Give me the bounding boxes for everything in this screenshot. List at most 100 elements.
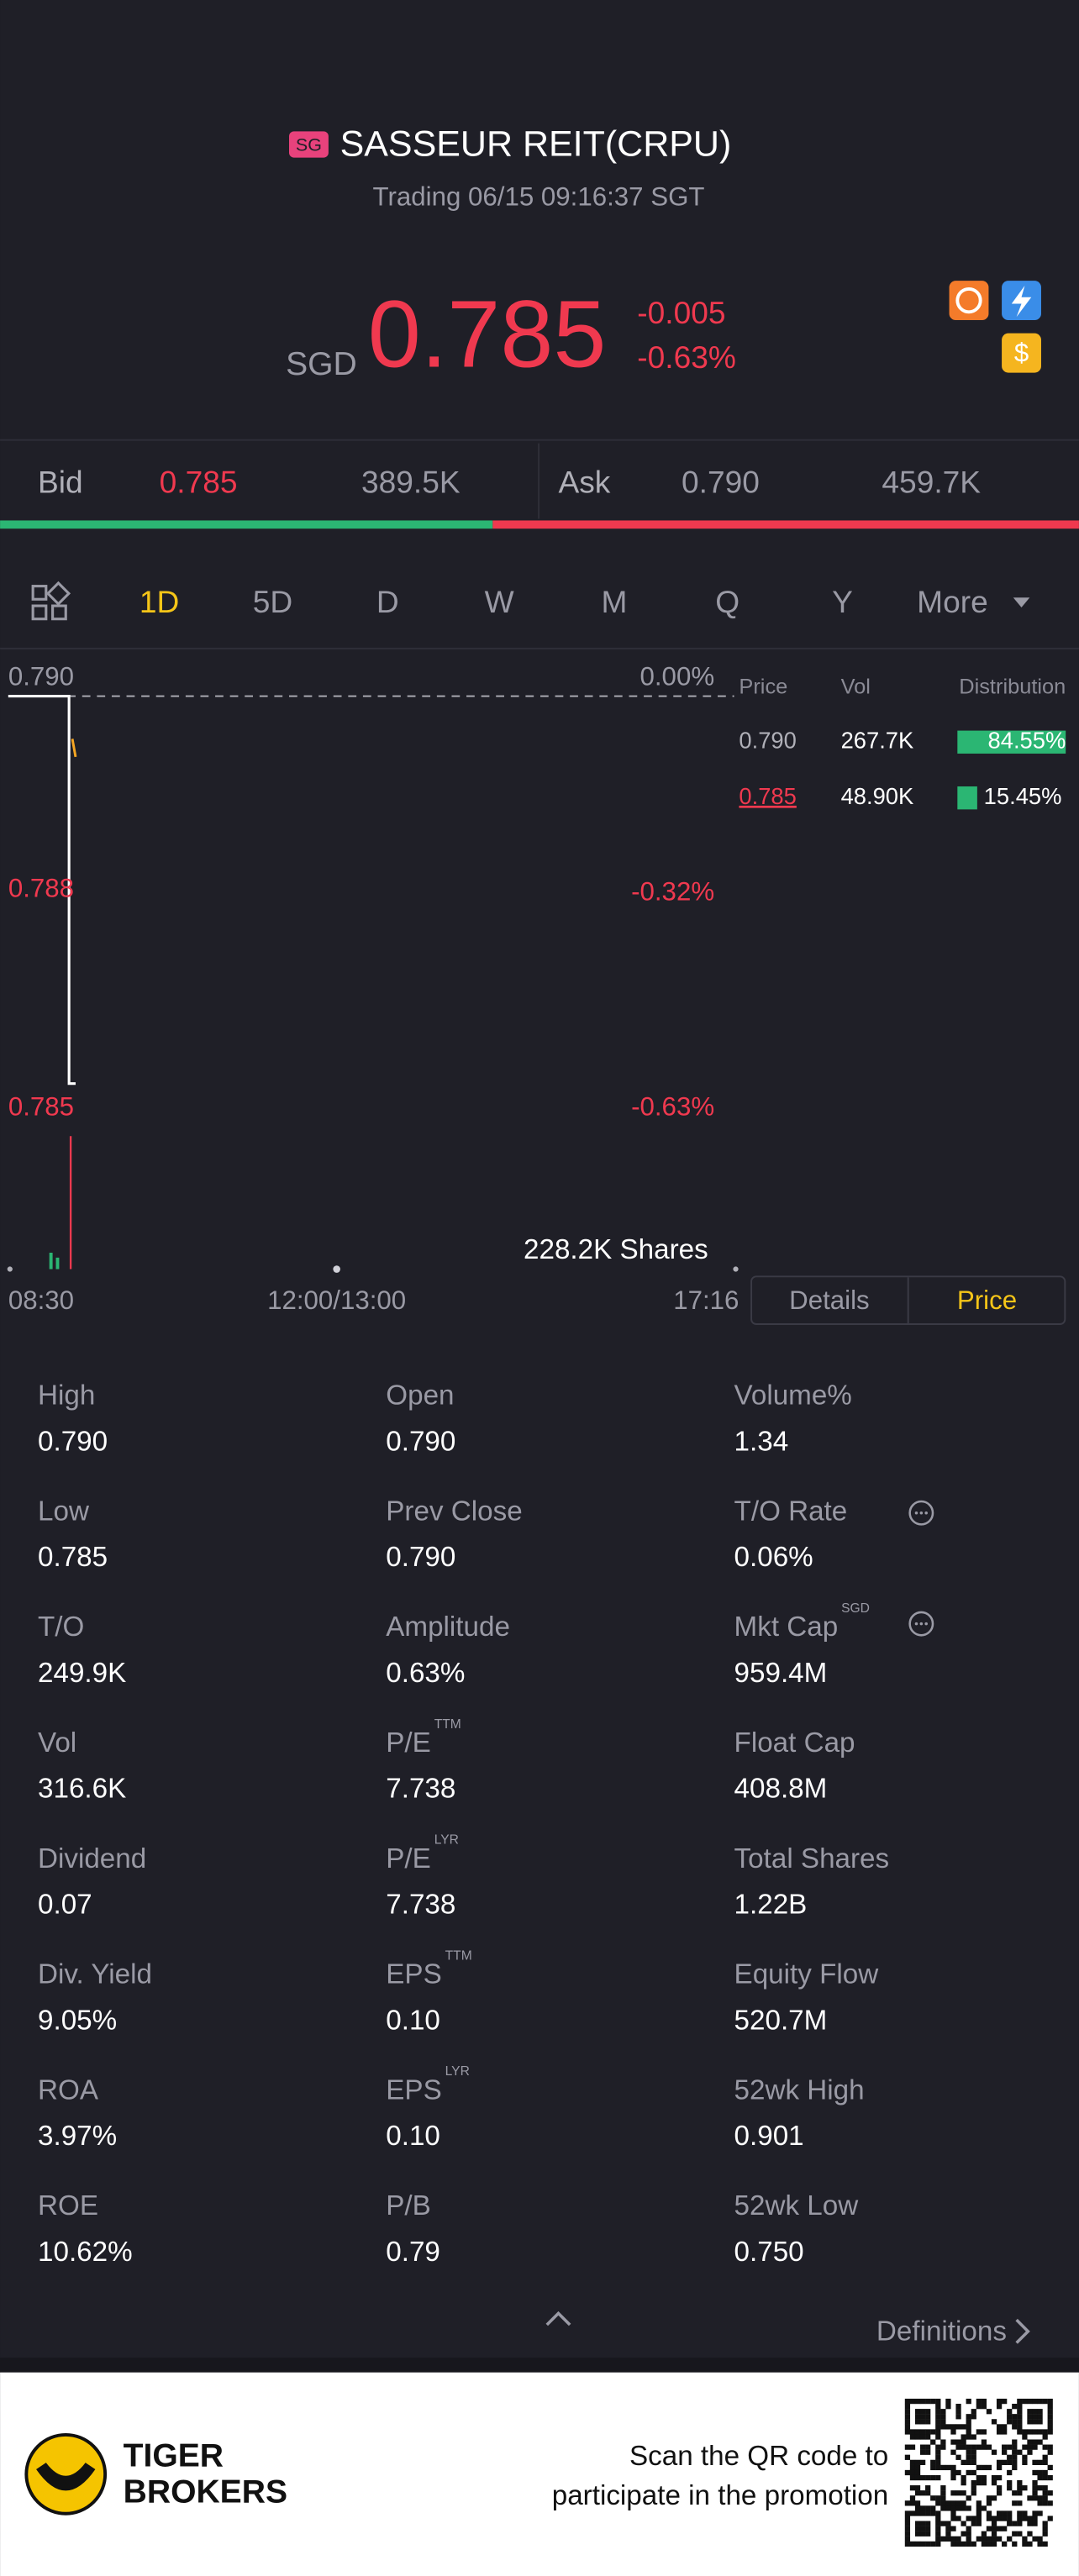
qr-module [945,2536,951,2542]
qr-module [976,2464,982,2471]
info-icon[interactable] [908,1611,934,1637]
qr-module [996,2398,1003,2405]
qr-module [1022,2398,1028,2405]
qr-module [1027,2521,1033,2526]
qr-module [919,2444,926,2450]
period-tab[interactable]: Y [832,584,853,619]
qr-module [925,2531,931,2537]
qr-module [1022,2536,1028,2542]
qr-module [1017,2404,1023,2410]
qr-module [991,2521,997,2526]
qr-module [1017,2424,1023,2430]
qr-module [935,2526,941,2531]
qr-module [950,2449,956,2455]
stat-superscript: LYR [434,1833,459,1848]
promo-text: participate in the promotion [552,2480,889,2511]
qr-module [1042,2398,1048,2405]
dist-header: Vol [841,675,871,698]
qr-module [950,2474,956,2481]
qr-module [996,2464,1003,2471]
qr-module [930,2398,936,2405]
qr-module [991,2449,997,2455]
period-tab[interactable]: More [917,584,988,619]
qr-module [1042,2434,1048,2440]
dist-vol: 267.7K [841,727,914,753]
y-pct-label: -0.32% [631,876,714,906]
period-tab[interactable]: 5D [253,584,292,619]
qr-module [1017,2500,1023,2506]
qr-module [914,2521,921,2526]
qr-module [1037,2469,1043,2476]
info-dot [924,1622,928,1626]
stat-label: Prev Close [386,1496,522,1527]
qr-module [904,2414,911,2420]
qr-module [1042,2474,1048,2481]
icon-part [31,585,48,601]
stat-value: 10.62% [38,2237,133,2268]
qr-code [904,2398,1053,2547]
toggle[interactable] [750,1275,1066,1325]
toggle-details[interactable]: Details [789,1285,870,1315]
qr-module [1017,2409,1023,2415]
qr-module [1027,2419,1033,2425]
qr-module [950,2500,956,2506]
qr-module [961,2531,966,2537]
qr-module [996,2485,1003,2491]
bid-size: 389.5K [361,464,461,499]
qr-module [1037,2541,1043,2547]
qr-module [1032,2495,1038,2501]
qr-module [971,2454,976,2460]
period-tab[interactable]: D [376,584,399,619]
qr-module [1047,2409,1053,2415]
period-tab[interactable]: 1D [139,584,179,619]
qr-module [971,2521,976,2526]
qr-module [1032,2398,1038,2405]
qr-module [950,2526,956,2531]
qr-module [1042,2454,1048,2460]
qr-module [1047,2464,1053,2471]
qr-module [986,2541,992,2547]
qr-module [935,2464,941,2471]
qr-module [971,2516,976,2521]
qr-module [1012,2464,1018,2471]
qr-module [940,2439,946,2445]
stat-label: Low [38,1496,90,1527]
grid-icon[interactable] [31,581,71,621]
definitions-link[interactable]: Definitions [876,2316,1007,2347]
period-tab[interactable]: M [601,584,627,619]
qr-module [914,2505,921,2511]
icon-orange[interactable] [949,281,989,321]
qr-module [914,2490,921,2496]
qr-module [1007,2516,1013,2521]
qr-module [935,2419,941,2425]
qr-module [925,2429,931,2435]
toggle-price[interactable]: Price [957,1285,1017,1315]
icon-yellow[interactable] [1002,333,1041,373]
qr-module [935,2434,941,2440]
qr-module [1027,2449,1033,2455]
qr-module [1017,2516,1023,2521]
qr-module [1042,2469,1048,2476]
qr-module [1042,2495,1048,2501]
stat-value: 0.790 [386,1542,455,1573]
qr-module [966,2526,971,2531]
qr-module [955,2500,961,2506]
qr-module [930,2510,936,2516]
qr-module [991,2479,997,2486]
info-icon[interactable] [908,1500,934,1526]
qr-module [1012,2490,1018,2496]
collapse-chevron[interactable] [545,2311,571,2326]
logo [24,2432,108,2516]
qr-module [1027,2439,1033,2445]
qr-module [1032,2459,1038,2465]
period-tab[interactable]: Q [715,584,740,619]
period-tab[interactable]: W [485,584,514,619]
qr-module [1032,2409,1038,2415]
qr-module [1047,2398,1053,2405]
qr-module [925,2541,931,2547]
qr-module [966,2495,971,2501]
qr-module [966,2469,971,2476]
qr-module [961,2444,966,2450]
qr-module [981,2398,987,2405]
qr-module [909,2485,916,2491]
